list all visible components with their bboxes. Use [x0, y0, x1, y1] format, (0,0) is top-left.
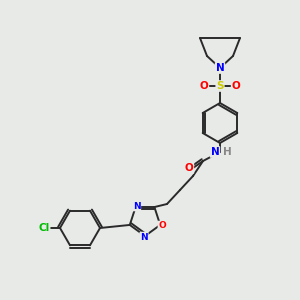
Text: O: O [184, 163, 194, 173]
Text: N: N [211, 147, 219, 157]
Text: O: O [232, 81, 240, 91]
Text: Cl: Cl [38, 223, 50, 233]
Text: N: N [133, 202, 140, 211]
Text: H: H [223, 147, 231, 157]
Text: O: O [158, 221, 166, 230]
Text: O: O [200, 81, 208, 91]
Text: S: S [216, 81, 224, 91]
Text: N: N [216, 63, 224, 73]
Text: N: N [140, 232, 148, 242]
